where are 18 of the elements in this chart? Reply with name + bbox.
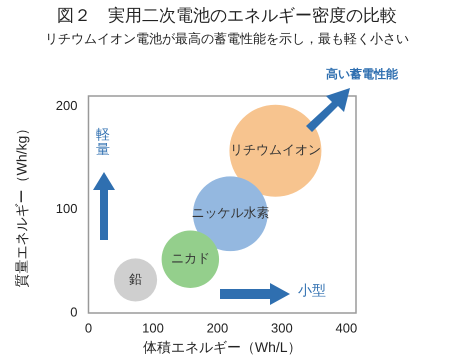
x-tick-label: 100 [142, 320, 164, 336]
y-tick-label: 200 [56, 98, 78, 113]
annotation: 小型 [298, 283, 326, 300]
chart-subtitle: リチウムイオン電池が最高の蓄電性能を示し，最も軽く小さい [44, 31, 410, 48]
series-label: リチウムイオン [230, 143, 321, 158]
series-label: ニカド [170, 252, 210, 267]
series-label: 鉛 [129, 272, 142, 288]
chart-title: 図２ 実用二次電池のエネルギー密度の比較 [56, 5, 398, 27]
text: 高い蓄電性能 [326, 67, 398, 82]
x-tick-label: 400 [335, 320, 358, 336]
x-tick-label: 0 [84, 320, 92, 336]
x-tick-label: 300 [271, 320, 293, 336]
x-tick-label: 200 [206, 320, 228, 336]
y-tick-label: 0 [70, 304, 78, 320]
y-tick-label: 100 [56, 201, 78, 216]
annotation: 軽量 [96, 127, 111, 159]
x-axis-title: 体積エネルギー（Wh/L） [142, 338, 302, 355]
y-axis-title: 質量エネルギー（Wh/kg） [13, 122, 30, 288]
